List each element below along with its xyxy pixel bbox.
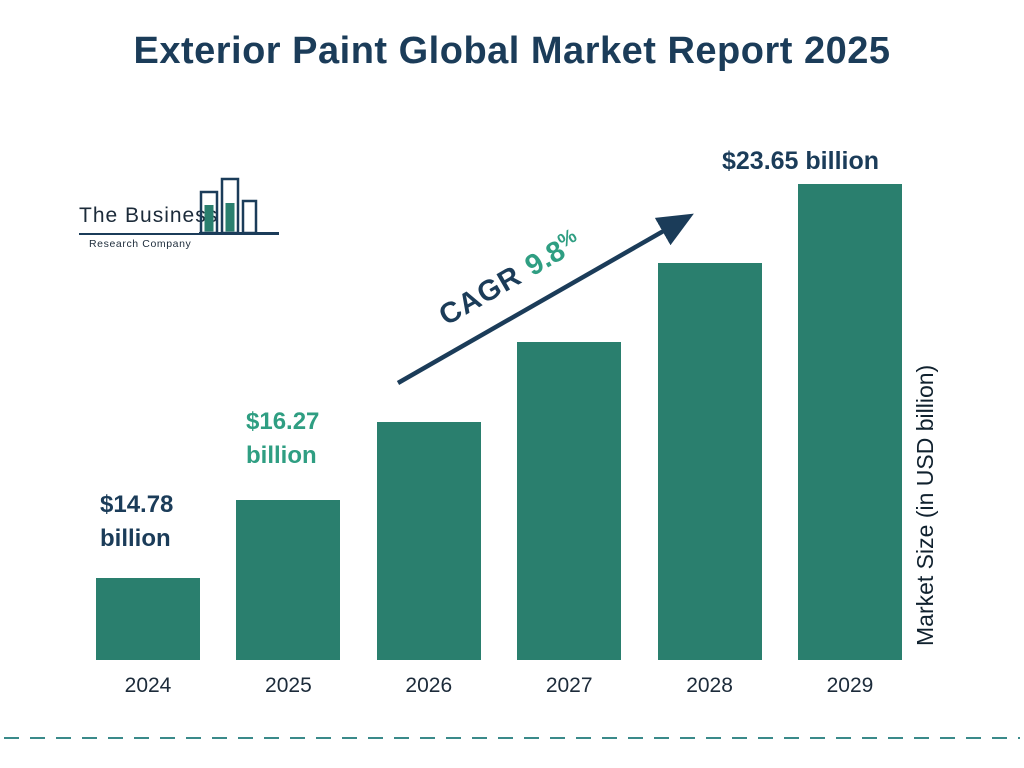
- x-tick-2029: 2029: [826, 674, 874, 697]
- logo-subtitle-text: Research Company: [89, 238, 192, 250]
- bar-column-2025: 2025: [236, 500, 341, 698]
- value-label-2025-amount: $16.27: [246, 408, 320, 435]
- bar-2025: [236, 500, 341, 660]
- bar-chart: 2024 2025 2026 2027 2028 2029: [96, 176, 902, 698]
- bar-column-2027: 2027: [517, 342, 622, 698]
- x-tick-2026: 2026: [405, 674, 453, 697]
- page-title: Exterior Paint Global Market Report 2025: [133, 30, 891, 72]
- bar-column-2029: 2029: [797, 184, 902, 698]
- bar-2027: [517, 342, 622, 660]
- logo-underline: [79, 233, 279, 235]
- bar-2029: [797, 184, 902, 660]
- bar-column-2024: 2024: [96, 578, 200, 698]
- bar-2024: [96, 578, 200, 660]
- y-axis-label: Market Size (in USD billion): [912, 364, 938, 646]
- value-label-2025: $16.27 billion: [246, 405, 319, 473]
- bar-column-2026: 2026: [376, 422, 481, 698]
- bar-2028: [657, 263, 762, 660]
- value-label-2024-amount: $14.78: [100, 491, 174, 518]
- bottom-dashed-line: [4, 736, 1020, 739]
- company-logo: The Business Research Company: [75, 176, 290, 250]
- x-tick-2028: 2028: [686, 674, 733, 697]
- x-tick-2027: 2027: [545, 674, 593, 697]
- bar-2026: [376, 422, 481, 660]
- x-tick-2025: 2025: [265, 674, 312, 697]
- x-tick-2024: 2024: [124, 674, 172, 697]
- bar-column-2028: 2028: [657, 263, 762, 698]
- value-label-2024: $14.78 billion: [100, 488, 173, 556]
- value-label-2029: $23.65 billion: [722, 147, 880, 175]
- logo-name-text: The Business: [79, 204, 219, 227]
- value-label-2025-unit: billion: [246, 442, 317, 469]
- value-label-2024-unit: billion: [100, 525, 171, 552]
